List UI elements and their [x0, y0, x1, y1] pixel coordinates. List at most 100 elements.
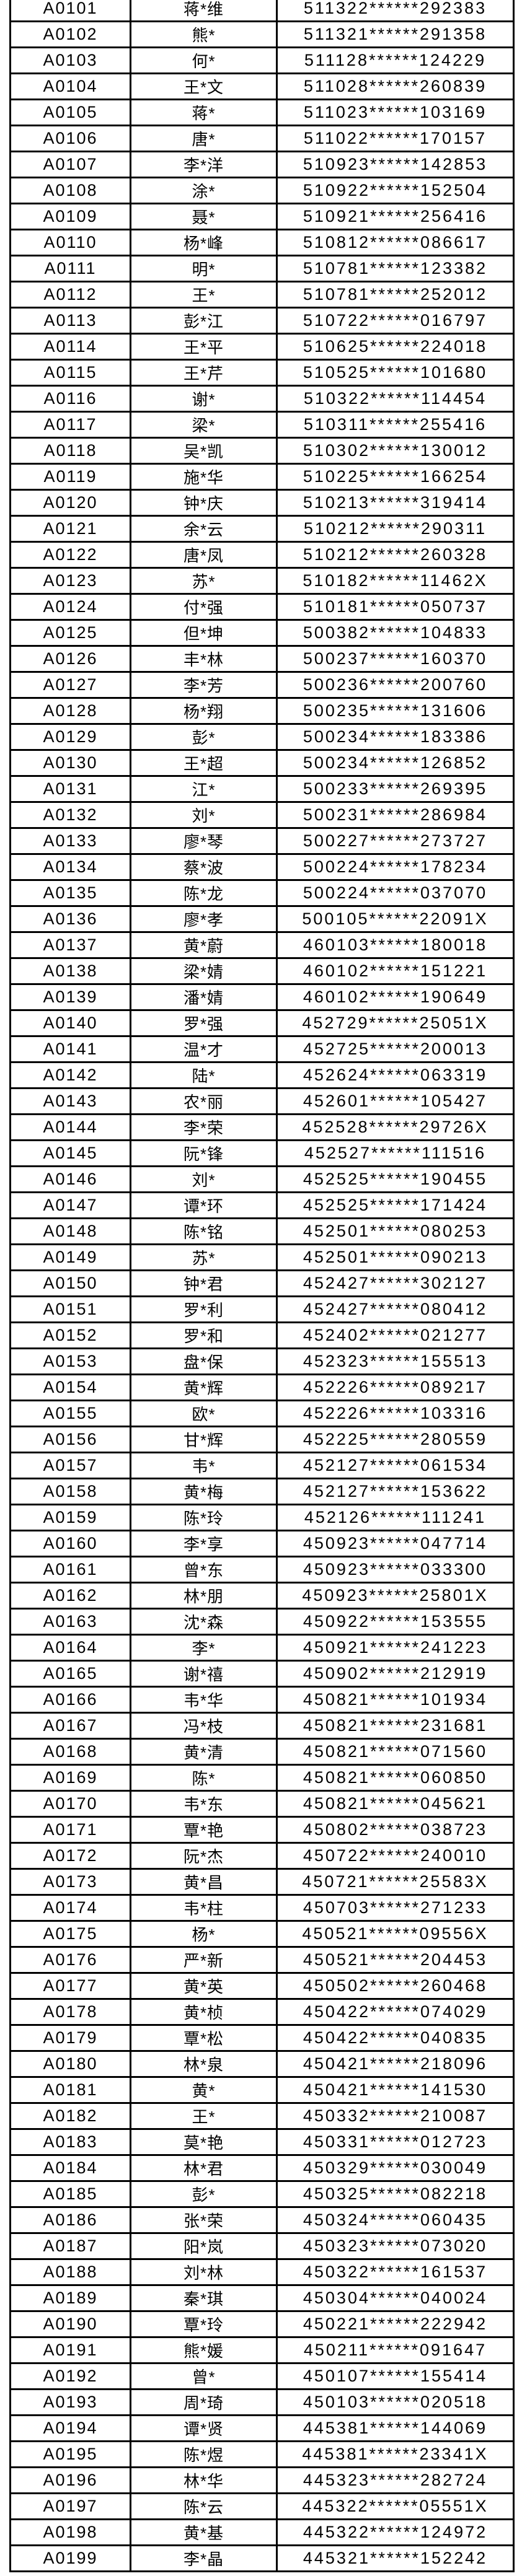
id-number-cell: 511022******170157	[276, 125, 515, 151]
candidate-id-cell: A0105	[9, 99, 130, 125]
candidate-id-cell: A0111	[9, 255, 130, 281]
candidate-id-cell: A0167	[9, 1712, 130, 1738]
table-row: A0125 但*坤 500382******104833	[9, 619, 515, 645]
name-cell: 农*丽	[130, 1087, 276, 1113]
table-row: A0128 杨*翔 500235******131606	[9, 697, 515, 723]
table-row: A0146 刘* 452525******190455	[9, 1165, 515, 1191]
name-cell: 王*文	[130, 72, 276, 99]
candidate-id-cell: A0156	[9, 1426, 130, 1452]
table-row: A0137 黄*蔚 460103******180018	[9, 931, 515, 957]
id-number-cell: 452226******103316	[276, 1400, 515, 1426]
table-row: A0116 谢* 510322******114454	[9, 385, 515, 411]
table-row: A0148 陈*铭 452501******080253	[9, 1217, 515, 1243]
table-row: A0164 李* 450921******241223	[9, 1634, 515, 1660]
table-row: A0108 涂* 510922******152504	[9, 177, 515, 203]
name-cell: 谭*贤	[130, 2414, 276, 2440]
candidate-id-cell: A0193	[9, 2388, 130, 2414]
name-cell: 李*晶	[130, 2544, 276, 2572]
table-row: A0168 黄*清 450821******071560	[9, 1738, 515, 1764]
id-number-cell: 450821******101934	[276, 1686, 515, 1712]
candidate-id-cell: A0189	[9, 2284, 130, 2310]
candidate-id-cell: A0122	[9, 541, 130, 567]
name-cell: 林*泉	[130, 2050, 276, 2076]
name-cell: 罗*强	[130, 1009, 276, 1035]
name-cell: 阮*杰	[130, 1842, 276, 1868]
table-row: A0119 施*华 510225******166254	[9, 463, 515, 489]
name-cell: 陈*龙	[130, 879, 276, 905]
name-cell: 谭*环	[130, 1191, 276, 1217]
table-row: A0163 沈*森 450922******153555	[9, 1608, 515, 1634]
table-row: A0144 李*荣 452528******29726X	[9, 1113, 515, 1139]
id-number-cell: 510722******016797	[276, 307, 515, 333]
candidate-id-cell: A0110	[9, 229, 130, 255]
table-row: A0160 李*享 450923******047714	[9, 1530, 515, 1556]
candidate-id-cell: A0134	[9, 853, 130, 879]
candidate-id-cell: A0191	[9, 2336, 130, 2362]
table-row: A0136 廖*孝 500105******22091X	[9, 905, 515, 931]
name-cell: 钟*庆	[130, 489, 276, 515]
table-row: A0105 蒋* 511023******103169	[9, 99, 515, 125]
name-cell: 明*	[130, 255, 276, 281]
table-row: A0107 李*洋 510923******142853	[9, 151, 515, 177]
id-number-cell: 510181******050737	[276, 593, 515, 619]
table-row: A0153 盘*保 452323******155513	[9, 1347, 515, 1373]
name-cell: 涂*	[130, 177, 276, 203]
name-cell: 刘*	[130, 801, 276, 827]
id-number-cell: 500382******104833	[276, 619, 515, 645]
id-number-cell: 511322******292383	[276, 0, 515, 20]
table-row: A0145 阮*锋 452527******111516	[9, 1139, 515, 1165]
id-number-cell: 510812******086617	[276, 229, 515, 255]
name-cell: 刘*林	[130, 2258, 276, 2284]
name-cell: 彭*	[130, 723, 276, 749]
table-row: A0172 阮*杰 450722******240010	[9, 1842, 515, 1868]
table-row: A0177 黄*英 450502******260468	[9, 1972, 515, 1998]
id-number-cell: 450304******040024	[276, 2284, 515, 2310]
candidate-id-cell: A0120	[9, 489, 130, 515]
candidate-id-cell: A0185	[9, 2180, 130, 2206]
name-cell: 潘*婧	[130, 983, 276, 1009]
id-number-cell: 511028******260839	[276, 72, 515, 99]
name-cell: 王*	[130, 281, 276, 307]
table-row: A0180 林*泉 450421******218096	[9, 2050, 515, 2076]
roster-table-body: A0101 蒋*维 511322******292383 A0102 熊* 511321*…	[9, 0, 515, 2572]
candidate-id-cell: A0178	[9, 1998, 130, 2024]
name-cell: 熊*	[130, 20, 276, 46]
id-number-cell: 450722******240010	[276, 1842, 515, 1868]
candidate-id-cell: A0121	[9, 515, 130, 541]
table-row: A0102 熊* 511321******291358	[9, 20, 515, 46]
candidate-id-cell: A0159	[9, 1504, 130, 1530]
candidate-id-cell: A0148	[9, 1217, 130, 1243]
name-cell: 欧*	[130, 1400, 276, 1426]
name-cell: 王*平	[130, 333, 276, 359]
id-number-cell: 445323******282724	[276, 2466, 515, 2492]
candidate-id-cell: A0157	[9, 1452, 130, 1478]
id-number-cell: 450422******074029	[276, 1998, 515, 2024]
candidate-id-cell: A0146	[9, 1165, 130, 1191]
id-number-cell: 510311******255416	[276, 411, 515, 437]
candidate-id-cell: A0181	[9, 2076, 130, 2102]
name-cell: 苏*	[130, 567, 276, 593]
table-row: A0141 温*才 452725******200013	[9, 1035, 515, 1061]
table-row: A0192 曾* 450107******155414	[9, 2362, 515, 2388]
id-number-cell: 510922******152504	[276, 177, 515, 203]
name-cell: 林*君	[130, 2154, 276, 2180]
table-row: A0104 王*文 511028******260839	[9, 72, 515, 99]
table-row: A0186 张*荣 450324******060435	[9, 2206, 515, 2232]
candidate-id-cell: A0139	[9, 983, 130, 1009]
id-number-cell: 510625******224018	[276, 333, 515, 359]
name-cell: 黄*梅	[130, 1478, 276, 1504]
id-number-cell: 450332******210087	[276, 2102, 515, 2128]
candidate-id-cell: A0127	[9, 671, 130, 697]
name-cell: 莫*艳	[130, 2128, 276, 2154]
table-row: A0139 潘*婧 460102******190649	[9, 983, 515, 1009]
id-number-cell: 510781******252012	[276, 281, 515, 307]
name-cell: 黄*辉	[130, 1373, 276, 1400]
table-row: A0189 秦*琪 450304******040024	[9, 2284, 515, 2310]
id-number-cell: 450821******045621	[276, 1790, 515, 1816]
name-cell: 付*强	[130, 593, 276, 619]
id-number-cell: 450107******155414	[276, 2362, 515, 2388]
id-number-cell: 452624******063319	[276, 1061, 515, 1087]
candidate-id-cell: A0154	[9, 1373, 130, 1400]
name-cell: 冯*枝	[130, 1712, 276, 1738]
candidate-id-cell: A0141	[9, 1035, 130, 1061]
